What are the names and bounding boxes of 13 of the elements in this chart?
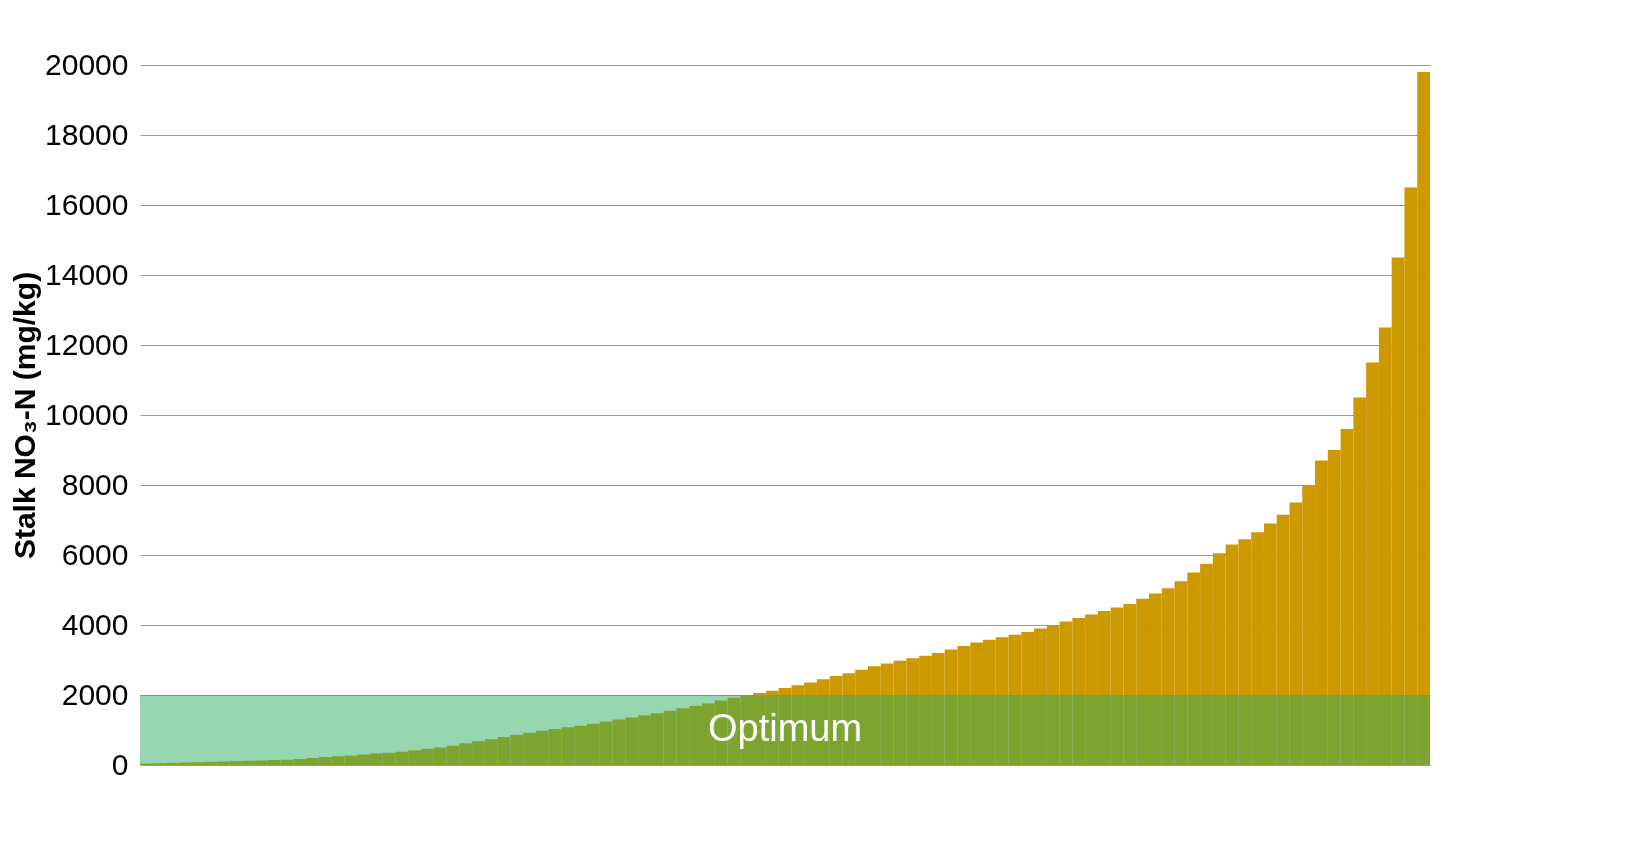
y-tick-label: 0 xyxy=(111,747,129,781)
y-tick-label: 14000 xyxy=(45,257,129,291)
y-tick-label: 10000 xyxy=(45,397,129,431)
y-tick-label: 4000 xyxy=(61,607,129,641)
y-tick-label: 2000 xyxy=(61,677,129,711)
y-tick-label: 16000 xyxy=(45,187,129,221)
y-tick-label: 20000 xyxy=(45,47,129,81)
band-label: Optimum xyxy=(707,707,863,749)
y-tick-label: 12000 xyxy=(45,327,129,361)
y-tick-label: 18000 xyxy=(45,117,129,151)
y-axis-title: Stalk NO₃-N (mg/kg) xyxy=(8,271,42,560)
y-tick-label: 6000 xyxy=(61,537,129,571)
y-tick-label: 8000 xyxy=(61,467,129,501)
